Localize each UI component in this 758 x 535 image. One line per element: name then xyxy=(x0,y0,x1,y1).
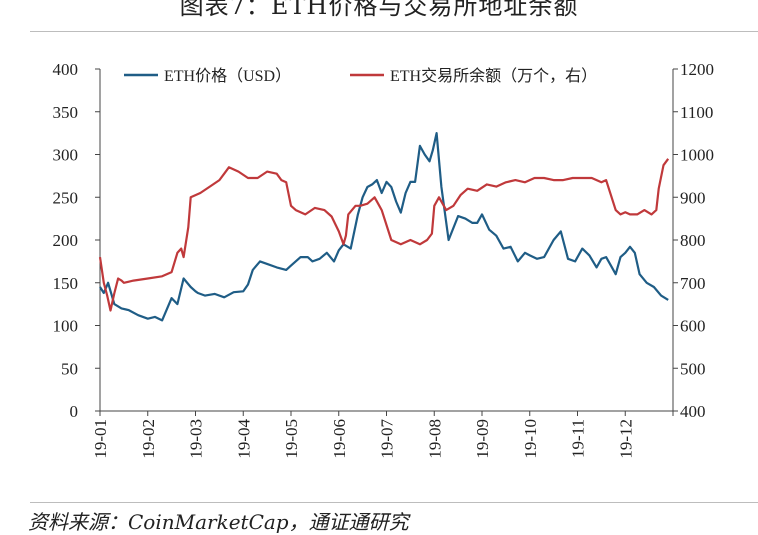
legend-balance-label: ETH交易所余额（万个，右） xyxy=(390,66,597,85)
left-tick-label: 350 xyxy=(53,103,79,122)
left-tick-label: 400 xyxy=(53,60,79,79)
legend-price-label: ETH价格（USD） xyxy=(164,67,291,85)
left-tick-label: 100 xyxy=(53,317,79,336)
left-tick-label: 50 xyxy=(61,359,78,378)
title-divider xyxy=(30,31,758,32)
chart-title: 图表7：ETH价格与交易所地址余额 xyxy=(179,0,579,20)
right-tick-label: 1000 xyxy=(680,146,714,165)
x-tick-label: 19-04 xyxy=(234,419,253,459)
left-tick-label: 0 xyxy=(70,402,79,421)
right-tick-label: 700 xyxy=(680,274,706,293)
right-tick-label: 500 xyxy=(680,359,706,378)
x-tick-label: 19-08 xyxy=(425,419,444,459)
right-tick-label: 800 xyxy=(680,231,706,250)
x-tick-label: 19-01 xyxy=(91,419,110,459)
right-tick-label: 1100 xyxy=(680,103,713,122)
right-tick-label: 1200 xyxy=(680,60,714,79)
left-tick-label: 200 xyxy=(53,231,79,250)
x-tick-label: 19-09 xyxy=(473,419,492,459)
right-tick-label: 900 xyxy=(680,188,706,207)
axes-group: 0 50 100 150 200 250 300 350 400 400 500 600 700 800 9… xyxy=(53,60,715,459)
lines-group xyxy=(98,132,670,322)
source-note: 资料来源：CoinMarketCap，通证通研究 xyxy=(28,510,409,534)
x-tick-label: 19-03 xyxy=(187,419,206,459)
x-tick-label: 19-10 xyxy=(521,419,540,459)
right-tick-label: 600 xyxy=(680,317,706,336)
x-tick-label: 19-06 xyxy=(330,419,349,459)
x-tick-label: 19-02 xyxy=(139,419,158,459)
x-tick-label: 19-07 xyxy=(378,419,397,459)
balance-series-line xyxy=(98,158,670,312)
source-divider xyxy=(30,502,758,503)
legend-group: ETH价格（USD） ETH交易所余额（万个，右） xyxy=(124,66,597,85)
left-tick-label: 250 xyxy=(53,188,79,207)
right-tick-label: 400 xyxy=(680,402,706,421)
price-series-line xyxy=(99,132,669,322)
chart-svg: 0 50 100 150 200 250 300 350 400 400 500 600 700 800 9… xyxy=(53,60,715,459)
left-tick-label: 150 xyxy=(53,274,79,293)
left-tick-label: 300 xyxy=(53,146,79,165)
x-tick-label: 19-05 xyxy=(282,419,301,459)
x-tick-label: 19-12 xyxy=(616,419,635,459)
x-tick-label: 19-11 xyxy=(569,419,588,458)
